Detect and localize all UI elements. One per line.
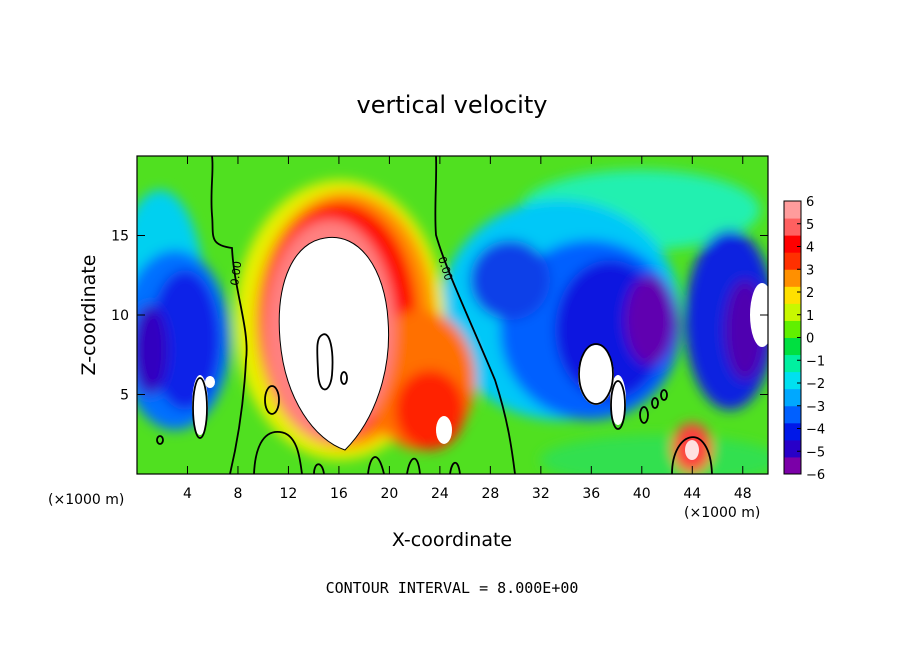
colorbar-swatch: [784, 252, 801, 270]
lower-right-green: [540, 435, 768, 474]
left-downdraft-contour: [192, 377, 208, 439]
right-downdraft-white: [578, 345, 614, 405]
x-tick-label: 16: [330, 486, 348, 502]
colorbar-tick-label: −5: [806, 445, 825, 460]
surface-contour-a: [253, 431, 303, 474]
right-small-contour-3: [660, 389, 668, 401]
left-tiny-contour: [156, 435, 164, 445]
colorbar-tick-label: −6: [806, 468, 825, 483]
colorbar-tick-label: 1: [806, 309, 814, 324]
right-downdraft-core: [625, 275, 675, 365]
x-tick-label: 20: [380, 486, 398, 502]
colorbar-tick-label: 4: [806, 241, 814, 256]
left-downdraft-inner: [150, 270, 220, 410]
colorbar-swatch: [784, 354, 801, 373]
updraft-core-white: [279, 237, 389, 450]
x-tick-label: 12: [280, 486, 298, 502]
x-tick-label: 32: [532, 486, 550, 502]
colorbar-swatch: [784, 218, 801, 236]
y-axis-label: Z-coordinate: [78, 255, 100, 376]
colorbar-swatch: [784, 439, 801, 458]
colorbar-tick-label: −2: [806, 377, 825, 392]
x-axis-label: X-coordinate: [392, 529, 512, 551]
colorbar-swatch: [784, 405, 801, 424]
surface-updraft-contour: [671, 436, 713, 474]
left-downdraft-white-2: [205, 376, 215, 388]
left-downdraft-white: [192, 375, 208, 435]
colorbar-swatch: [784, 422, 801, 441]
right-updraft-red: [395, 370, 465, 450]
x-tick-label: 28: [481, 486, 499, 502]
colorbar-swatch: [784, 371, 801, 390]
y-axis-ticks: 5 10 15: [111, 229, 768, 404]
colorbar-tick-label: 0: [806, 332, 814, 347]
right-downdraft-contour-2: [610, 380, 626, 430]
surface-contour-d: [406, 457, 421, 474]
surface-contour-e: [449, 461, 461, 474]
zero-contour-left: [210, 156, 248, 474]
colorbar-tick-label: −1: [806, 354, 825, 369]
colorbar-swatch: [784, 388, 801, 407]
right-updraft-white: [436, 416, 452, 444]
left-downdraft-core: [137, 305, 168, 395]
right-small-contour-2: [651, 397, 659, 409]
colorbar-swatch: [784, 235, 801, 253]
colorbar-swatch: [784, 456, 801, 475]
y-tick-label: 5: [120, 388, 129, 404]
surface-updraft-white: [685, 440, 699, 460]
colorbar-swatch: [784, 286, 801, 304]
x-tick-label: 36: [582, 486, 600, 502]
surface-contour-c: [367, 456, 385, 474]
updraft-core-contour: [316, 333, 334, 391]
contour-label-left: 0.00: [228, 260, 244, 286]
colorbar-swatch: [784, 201, 801, 219]
y-tick-label: 10: [111, 308, 129, 324]
small-contour-a: [340, 371, 348, 385]
x-tick-label: 24: [431, 486, 449, 502]
x-tick-label: 8: [233, 486, 242, 502]
colorbar-tick-label: 5: [806, 218, 814, 233]
surface-contour-b: [313, 463, 325, 474]
contour-interval-footer: CONTOUR INTERVAL = 8.000E+00: [326, 579, 579, 597]
x-tick-label: 4: [183, 486, 192, 502]
colorbar-swatch: [784, 337, 801, 356]
velocity-field: [137, 156, 768, 474]
updraft-inner-contour: [278, 236, 390, 451]
x-unit-left: (×1000 m): [48, 492, 124, 508]
colorbar-swatch: [784, 269, 801, 287]
colorbar-tick-label: −4: [806, 423, 825, 438]
x-axis-ticks: 4 8 12 16 20 24 28 32 36 40 44 48: [183, 156, 752, 502]
right-small-contour: [639, 406, 649, 424]
x-unit-right: (×1000 m): [684, 505, 760, 521]
colorbar-tick-label: 2: [806, 286, 814, 301]
colorbar-tick-label: −3: [806, 400, 825, 415]
contour-lines: [156, 156, 713, 474]
y-tick-label: 15: [111, 229, 129, 245]
colorbar: 6 5 4 3 2 1 0 −1 −2 −3 −4 −5 −6: [783, 195, 825, 483]
chart-title: vertical velocity: [357, 91, 548, 119]
zero-contour-right: [434, 156, 516, 474]
colorbar-swatch: [784, 303, 801, 321]
colorbar-tick-label: 6: [806, 195, 814, 210]
colorbar-tick-label: 3: [806, 263, 814, 278]
x-tick-label: 40: [633, 486, 651, 502]
x-tick-label: 48: [734, 486, 752, 502]
right-downdraft-contour: [578, 343, 614, 405]
mid-blue: [470, 240, 550, 320]
far-right-white: [750, 283, 768, 347]
left-small-contour: [264, 385, 280, 415]
colorbar-swatch: [784, 320, 801, 338]
x-tick-label: 44: [683, 486, 701, 502]
